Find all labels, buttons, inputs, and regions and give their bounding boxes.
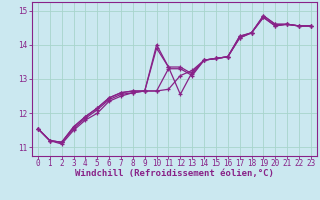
X-axis label: Windchill (Refroidissement éolien,°C): Windchill (Refroidissement éolien,°C) [75, 169, 274, 178]
